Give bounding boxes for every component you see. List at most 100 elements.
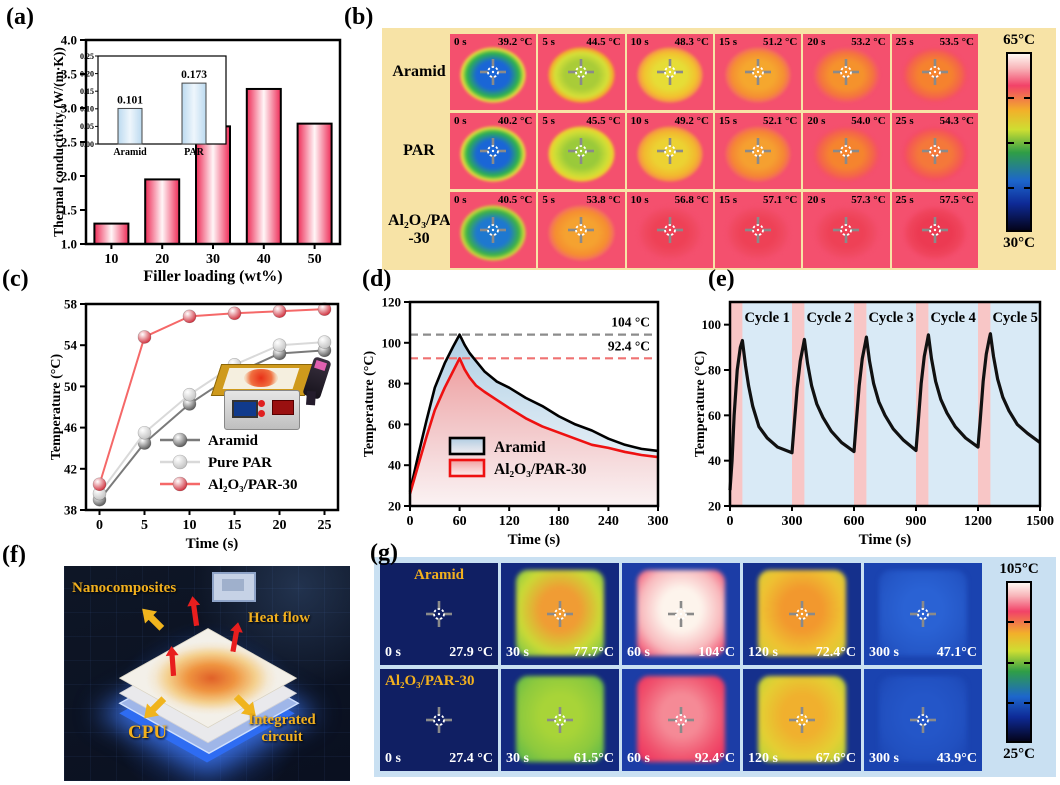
svg-text:10: 10 xyxy=(183,518,197,533)
svg-text:240: 240 xyxy=(598,514,619,529)
crosshair-icon xyxy=(547,707,573,733)
thermal-frame: 25 s 54.3 °C xyxy=(891,113,978,189)
crosshair-icon xyxy=(656,217,683,243)
colorbar-g: 105°C 25°C xyxy=(988,561,1050,762)
svg-text:0.15: 0.15 xyxy=(80,87,94,96)
svg-text:300: 300 xyxy=(648,514,669,529)
svg-text:2.5: 2.5 xyxy=(61,135,78,150)
svg-text:120: 120 xyxy=(499,514,520,529)
crosshair-icon xyxy=(480,217,507,243)
colorbar-b-min: 30°C xyxy=(1003,234,1035,251)
heat-dissipation-area-chart: 104 °C 92.4 °C 20 40 60 80 100 120 0 60 120 180 240 3… xyxy=(362,295,669,549)
svg-text:Thermal conductivity (W/(m·K)): Thermal conductivity (W/(m·K)) xyxy=(51,47,66,237)
svg-text:0.20: 0.20 xyxy=(80,69,94,78)
thermal-frame: 120 s 67.6°C xyxy=(743,669,861,771)
svg-text:50: 50 xyxy=(64,379,77,394)
svg-text:180: 180 xyxy=(548,514,569,529)
panel-e-label: (e) xyxy=(708,266,735,292)
svg-text:Filler loading (wt%): Filler loading (wt%) xyxy=(143,268,282,285)
thermal-frame: 30 s 61.5°C xyxy=(501,669,619,771)
svg-text:2.0: 2.0 xyxy=(61,169,77,184)
thermal-frame: 25 s 57.5 °C xyxy=(891,192,978,268)
svg-text:0.25: 0.25 xyxy=(80,52,94,61)
svg-text:1.5: 1.5 xyxy=(61,203,78,218)
thermal-row-label: Aramid xyxy=(392,63,446,81)
crosshair-icon xyxy=(745,59,772,85)
svg-text:20: 20 xyxy=(708,499,721,514)
svg-text:1200: 1200 xyxy=(964,514,992,529)
svg-text:0: 0 xyxy=(407,514,414,529)
crosshair-icon xyxy=(568,217,595,243)
svg-text:42: 42 xyxy=(64,461,77,476)
svg-text:1.0: 1.0 xyxy=(61,237,77,252)
crosshair-icon xyxy=(789,707,815,733)
cpu-nanocomposite-illustration: Nanocomposites Heat flow CPU Integrated … xyxy=(64,566,350,781)
svg-text:Cycle 2: Cycle 2 xyxy=(806,310,852,326)
svg-text:5: 5 xyxy=(141,518,148,533)
svg-text:Cycle 1: Cycle 1 xyxy=(744,310,790,326)
svg-text:15: 15 xyxy=(228,518,242,533)
svg-text:40: 40 xyxy=(257,252,271,267)
svg-text:20: 20 xyxy=(273,518,287,533)
svg-text:104 °C: 104 °C xyxy=(611,315,650,330)
thermal-row: Al₂O₃/PAR -30 0 s 40.5 °C 5 s 53.8 °C 10 s 56.8… xyxy=(388,192,1050,268)
crosshair-icon xyxy=(480,59,507,85)
svg-text:0.05: 0.05 xyxy=(80,122,94,131)
pointer-arrow-icon xyxy=(136,603,168,635)
thermal-cycling-line-chart: Cycle 1 Cycle 2 Cycle 3 Cycle 4 Cycle 5 20 40 6… xyxy=(693,300,1054,548)
svg-text:0.00: 0.00 xyxy=(80,140,94,149)
thermal-row: PAR 0 s 40.2 °C 5 s 45.5 °C 10 s 49.2 °C 15 s 52… xyxy=(388,113,1050,189)
svg-text:100: 100 xyxy=(382,335,402,350)
crosshair-icon xyxy=(833,138,860,164)
thermal-frame: Aramid 0 s 27.9 °C xyxy=(380,563,498,665)
thermal-frame: 10 s 49.2 °C xyxy=(626,113,713,189)
svg-text:58: 58 xyxy=(64,297,78,312)
svg-text:50: 50 xyxy=(308,252,322,267)
svg-text:Time (s): Time (s) xyxy=(186,536,239,552)
integrated-circuit-annotation: Integrated circuit xyxy=(248,712,316,746)
crosshair-icon xyxy=(426,707,452,733)
thermal-camera-icon xyxy=(302,356,332,406)
svg-text:Al₂O₃/PAR-30: Al₂O₃/PAR-30 xyxy=(208,477,298,493)
svg-text:25: 25 xyxy=(318,518,332,533)
crosshair-icon xyxy=(668,601,694,627)
nanocomposites-annotation: Nanocomposites xyxy=(72,580,177,596)
svg-text:120: 120 xyxy=(382,295,402,310)
svg-text:Aramid: Aramid xyxy=(208,433,259,449)
circuit-component-deco xyxy=(212,572,256,602)
svg-text:300: 300 xyxy=(782,514,803,529)
svg-text:20: 20 xyxy=(155,252,169,267)
thermal-row-label: Al₂O₃/PAR-30 xyxy=(388,212,463,247)
svg-text:30: 30 xyxy=(206,252,220,267)
crosshair-icon xyxy=(745,138,772,164)
crosshair-icon xyxy=(833,59,860,85)
svg-text:60: 60 xyxy=(388,417,401,432)
crosshair-icon xyxy=(910,601,936,627)
hotplate-display xyxy=(232,400,258,418)
svg-text:80: 80 xyxy=(708,363,721,378)
svg-text:Temperature (°C): Temperature (°C) xyxy=(693,351,708,458)
thermal-frame: 120 s 72.4°C xyxy=(743,563,861,665)
svg-text:Al₂O₃/PAR-30: Al₂O₃/PAR-30 xyxy=(494,461,587,478)
thermal-frame: 30 s 77.7°C xyxy=(501,563,619,665)
crosshair-icon xyxy=(745,217,772,243)
thermal-row-label: PAR xyxy=(403,142,435,160)
crosshair-icon xyxy=(921,217,948,243)
panel-g-label: (g) xyxy=(370,540,398,566)
thermal-frame: 5 s 53.8 °C xyxy=(538,192,625,268)
svg-text:Aramid: Aramid xyxy=(113,147,147,158)
crosshair-icon xyxy=(833,217,860,243)
svg-text:900: 900 xyxy=(906,514,927,529)
panel-c-label: (c) xyxy=(2,266,29,292)
thermal-conductivity-bar-chart: 1.0 1.5 2.0 2.5 3.0 3.5 4.0 10 20 30 40 50 Filler lo… xyxy=(51,33,342,285)
thermal-frame: 300 s 47.1°C xyxy=(864,563,982,665)
svg-text:Temperature (°C): Temperature (°C) xyxy=(49,354,64,461)
thermal-frame: 60 s 92.4°C xyxy=(622,669,740,771)
thermal-frame: 0 s 40.2 °C xyxy=(450,113,537,189)
svg-text:PAR: PAR xyxy=(184,147,205,158)
crosshair-icon xyxy=(480,138,507,164)
thermal-frame: 60 s 104°C xyxy=(622,563,740,665)
thermal-frame: 25 s 53.5 °C xyxy=(891,34,978,110)
svg-text:100: 100 xyxy=(702,317,722,332)
